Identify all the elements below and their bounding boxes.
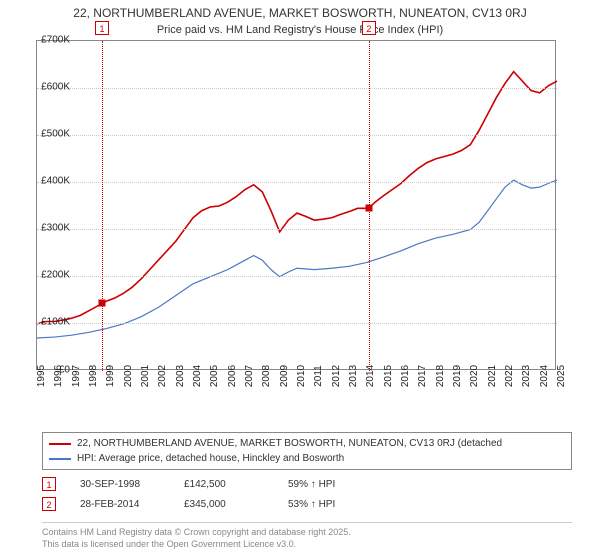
x-axis-tick: 2016	[400, 364, 411, 386]
y-axis-tick: £200K	[10, 270, 70, 281]
transaction-price: £142,500	[184, 479, 264, 490]
gridline	[37, 229, 557, 230]
y-axis-tick: £500K	[10, 128, 70, 139]
x-axis-tick: 2024	[539, 364, 550, 386]
legend-swatch-property	[49, 443, 71, 445]
series-line-hpi	[37, 180, 557, 338]
x-axis-tick: 2021	[487, 364, 498, 386]
gridline	[37, 182, 557, 183]
transaction-date: 28-FEB-2014	[80, 499, 160, 510]
x-axis-tick: 2006	[227, 364, 238, 386]
x-axis-tick: 1997	[71, 364, 82, 386]
x-axis-tick: 1995	[36, 364, 47, 386]
x-axis-tick: 2019	[452, 364, 463, 386]
transaction-date: 30-SEP-1998	[80, 479, 160, 490]
gridline	[37, 88, 557, 89]
transaction-point	[99, 300, 106, 307]
y-axis-tick: £700K	[10, 34, 70, 45]
transaction-row: 2 28-FEB-2014 £345,000 53% ↑ HPI	[42, 494, 572, 514]
transaction-price: £345,000	[184, 499, 264, 510]
chart-subtitle: Price paid vs. HM Land Registry's House …	[0, 22, 600, 40]
transaction-marker: 2	[362, 21, 376, 35]
legend: 22, NORTHUMBERLAND AVENUE, MARKET BOSWOR…	[42, 432, 572, 470]
x-axis-tick: 2009	[279, 364, 290, 386]
x-axis-tick: 2023	[521, 364, 532, 386]
x-axis-tick: 2018	[435, 364, 446, 386]
transaction-delta: 59% ↑ HPI	[288, 479, 368, 490]
transaction-marker-1: 1	[42, 477, 56, 491]
legend-label-property: 22, NORTHUMBERLAND AVENUE, MARKET BOSWOR…	[77, 436, 502, 451]
x-axis-tick: 2007	[244, 364, 255, 386]
x-axis-tick: 1999	[105, 364, 116, 386]
x-axis-tick: 2005	[209, 364, 220, 386]
line-layer	[37, 41, 557, 371]
plot-region: 12	[36, 40, 556, 370]
x-axis-tick: 2011	[313, 365, 324, 387]
series-line-property_price	[37, 71, 557, 323]
x-axis-tick: 2004	[192, 364, 203, 386]
y-axis-tick: £100K	[10, 317, 70, 328]
y-axis-tick: £600K	[10, 81, 70, 92]
x-axis-tick: 2003	[175, 364, 186, 386]
transaction-delta: 53% ↑ HPI	[288, 499, 368, 510]
y-axis-tick: £300K	[10, 223, 70, 234]
gridline	[37, 323, 557, 324]
x-axis-tick: 1998	[88, 364, 99, 386]
x-axis-tick: 2013	[348, 364, 359, 386]
transactions-table: 1 30-SEP-1998 £142,500 59% ↑ HPI 2 28-FE…	[42, 474, 572, 514]
x-axis-tick: 2002	[157, 364, 168, 386]
footer-line-2: This data is licensed under the Open Gov…	[42, 539, 572, 551]
transaction-marker: 1	[95, 21, 109, 35]
x-axis-tick: 2015	[383, 364, 394, 386]
x-axis-tick: 2014	[365, 364, 376, 386]
legend-item-hpi: HPI: Average price, detached house, Hinc…	[49, 451, 565, 466]
x-axis-tick: 2020	[469, 364, 480, 386]
y-axis-tick: £400K	[10, 176, 70, 187]
x-axis-tick: 2012	[331, 364, 342, 386]
transaction-vline	[102, 41, 103, 371]
footer-line-1: Contains HM Land Registry data © Crown c…	[42, 527, 572, 539]
transaction-row: 1 30-SEP-1998 £142,500 59% ↑ HPI	[42, 474, 572, 494]
x-axis-tick: 2025	[556, 364, 567, 386]
legend-label-hpi: HPI: Average price, detached house, Hinc…	[77, 451, 344, 466]
transaction-point	[365, 204, 372, 211]
x-axis-tick: 2010	[296, 364, 307, 386]
x-axis-tick: 2022	[504, 364, 515, 386]
chart-area: 12 £0£100K£200K£300K£400K£500K£600K£700K…	[36, 40, 596, 400]
legend-item-property: 22, NORTHUMBERLAND AVENUE, MARKET BOSWOR…	[49, 436, 565, 451]
x-axis-tick: 2017	[417, 364, 428, 386]
legend-swatch-hpi	[49, 458, 71, 460]
x-axis-tick: 2001	[140, 364, 151, 386]
x-axis-tick: 2000	[123, 364, 134, 386]
gridline	[37, 135, 557, 136]
transaction-marker-2: 2	[42, 497, 56, 511]
footer-attribution: Contains HM Land Registry data © Crown c…	[42, 522, 572, 550]
x-axis-tick: 2008	[261, 364, 272, 386]
x-axis-tick: 1996	[53, 364, 64, 386]
gridline	[37, 276, 557, 277]
chart-title: 22, NORTHUMBERLAND AVENUE, MARKET BOSWOR…	[0, 0, 600, 22]
